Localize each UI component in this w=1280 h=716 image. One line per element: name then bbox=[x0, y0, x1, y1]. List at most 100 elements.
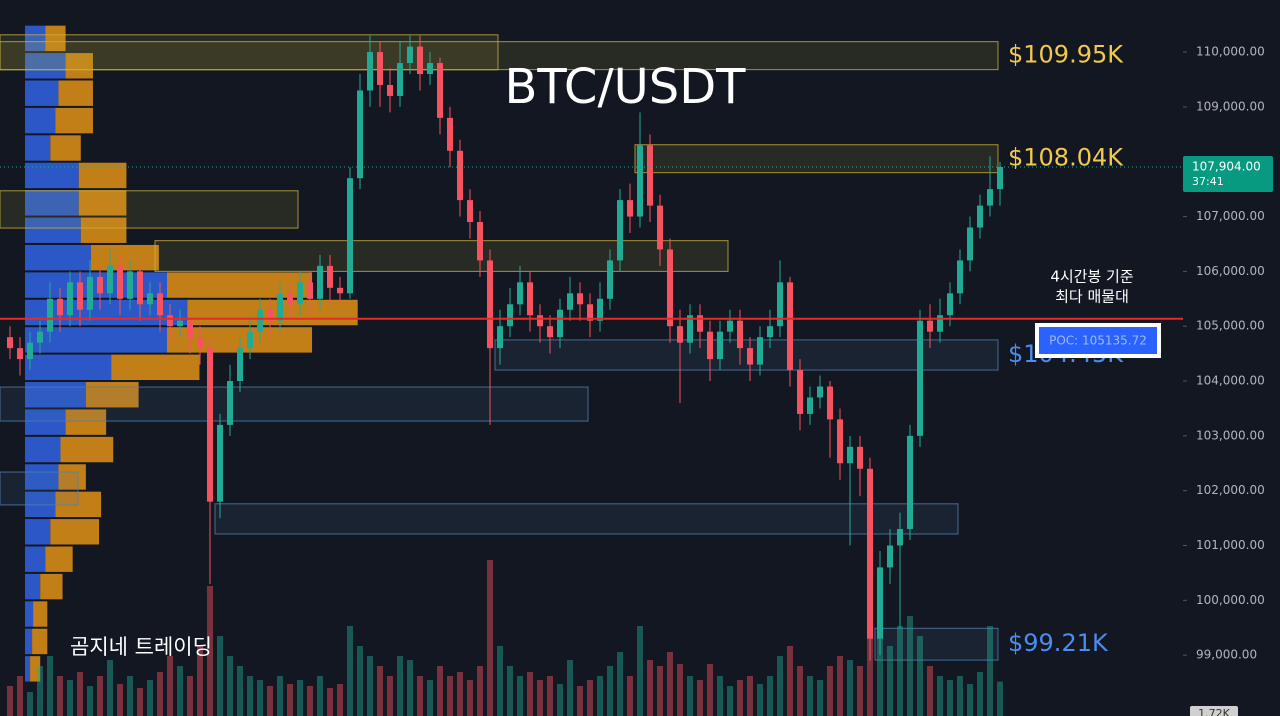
volume-bar bbox=[277, 676, 283, 716]
profile-sell bbox=[32, 628, 48, 655]
candle-body bbox=[997, 166, 1003, 190]
volume-bar bbox=[547, 676, 553, 716]
volume-label: 1.72K bbox=[1198, 707, 1230, 716]
profile-sell bbox=[90, 244, 159, 271]
volume-bar bbox=[157, 672, 163, 716]
candle-body bbox=[707, 331, 713, 360]
zone bbox=[0, 34, 499, 71]
candle-body bbox=[267, 309, 273, 321]
candle-body bbox=[467, 200, 473, 223]
candle-body bbox=[787, 282, 793, 371]
volume-bar bbox=[187, 676, 193, 716]
chart-title: BTC/USDT bbox=[504, 59, 746, 115]
candle-body bbox=[577, 293, 583, 305]
y-tick-label: 106,000.00 bbox=[1196, 264, 1265, 278]
profile-sell bbox=[45, 546, 73, 572]
volume-bar bbox=[307, 686, 313, 716]
candle-body bbox=[107, 265, 113, 294]
volume-bar bbox=[267, 686, 273, 716]
candle-body bbox=[17, 348, 23, 360]
profile-buy bbox=[25, 190, 79, 216]
volume-bar bbox=[447, 676, 453, 716]
candle-body bbox=[837, 419, 843, 464]
candle-body bbox=[777, 282, 783, 327]
volume-bar bbox=[827, 666, 833, 716]
poc-label: POC: 105135.72 bbox=[1049, 334, 1147, 348]
candle-body bbox=[67, 282, 73, 316]
candle-body bbox=[247, 331, 253, 349]
candle-body bbox=[317, 265, 323, 299]
candle-body bbox=[427, 63, 433, 75]
candle-body bbox=[597, 298, 603, 321]
poc-box-inner bbox=[1039, 327, 1157, 354]
candle-body bbox=[537, 315, 543, 327]
candle-body bbox=[697, 315, 703, 332]
volume-bar bbox=[237, 666, 243, 716]
volume-bar bbox=[627, 676, 633, 716]
profile-sell bbox=[85, 382, 139, 408]
zone-label: $108.04K bbox=[1008, 144, 1124, 172]
candle-body bbox=[677, 326, 683, 343]
candle-body bbox=[567, 293, 573, 310]
volume-bar bbox=[527, 672, 533, 716]
candle-body bbox=[417, 46, 423, 75]
profile-buy bbox=[25, 354, 112, 381]
y-tick-label: 110,000.00 bbox=[1196, 45, 1265, 59]
volume-bar bbox=[707, 664, 713, 716]
volume-bar bbox=[357, 646, 363, 716]
candle-body bbox=[927, 320, 933, 332]
profile-sell bbox=[58, 464, 86, 490]
profile-buy bbox=[25, 409, 66, 435]
profile-buy bbox=[25, 80, 59, 106]
volume-bar bbox=[117, 684, 123, 716]
candle-body bbox=[957, 260, 963, 294]
candle-body bbox=[547, 326, 553, 338]
profile-buy bbox=[25, 327, 167, 353]
volume-bar bbox=[107, 660, 113, 716]
volume-bar bbox=[597, 676, 603, 716]
profile-buy bbox=[25, 53, 66, 79]
candle-body bbox=[437, 63, 443, 118]
volume-label-box bbox=[1190, 706, 1238, 716]
volume-bar bbox=[987, 626, 993, 716]
profile-buy bbox=[25, 628, 33, 655]
volume-bar bbox=[387, 676, 393, 716]
volume-bar bbox=[997, 681, 1003, 716]
volume-bar bbox=[727, 686, 733, 716]
profile-buy bbox=[25, 272, 167, 298]
volume-bar bbox=[607, 666, 613, 716]
volume-bar bbox=[37, 666, 43, 716]
volume-bar bbox=[917, 636, 923, 716]
volume-bar bbox=[217, 636, 223, 716]
profile-sell bbox=[60, 436, 114, 463]
volume-bar bbox=[167, 656, 173, 716]
candle-body bbox=[497, 326, 503, 349]
volume-bar bbox=[87, 686, 93, 716]
profile-buy bbox=[25, 244, 91, 271]
candle-body bbox=[217, 424, 223, 502]
volume-bar bbox=[867, 626, 873, 716]
countdown: 37:41 bbox=[1192, 175, 1224, 188]
profile-buy bbox=[25, 382, 86, 408]
profile-buy bbox=[25, 464, 59, 490]
candle-body bbox=[687, 315, 693, 343]
volume-bar bbox=[297, 680, 303, 716]
candle-body bbox=[7, 337, 13, 349]
candle-body bbox=[277, 293, 283, 321]
candle-body bbox=[977, 205, 983, 228]
profile-sell bbox=[55, 107, 93, 134]
candle-body bbox=[587, 304, 593, 321]
candle-body bbox=[197, 337, 203, 349]
profile-sell bbox=[58, 80, 93, 106]
candle-body bbox=[887, 545, 893, 568]
profile-sell bbox=[50, 135, 81, 161]
profile-sell bbox=[78, 190, 127, 216]
candle-body bbox=[237, 348, 243, 382]
candle-body bbox=[397, 63, 403, 96]
candle-body bbox=[167, 315, 173, 327]
volume-bar bbox=[347, 626, 353, 716]
profile-buy bbox=[25, 107, 56, 134]
volume-bar bbox=[767, 676, 773, 716]
candle-body bbox=[557, 309, 563, 338]
candle-body bbox=[627, 200, 633, 217]
